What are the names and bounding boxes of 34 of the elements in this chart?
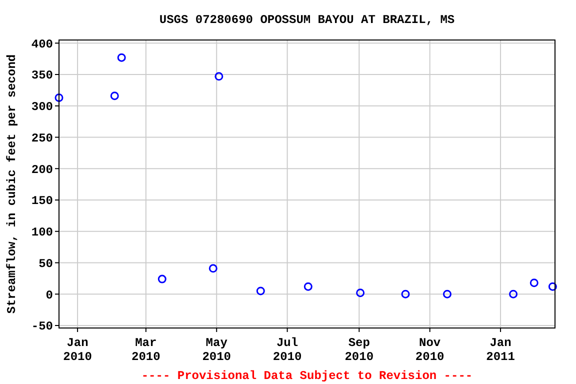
x-tick-label: Jan 2010	[63, 336, 92, 364]
x-tick-label: May 2010	[202, 336, 232, 364]
y-tick-label: 250	[31, 131, 53, 146]
point	[304, 282, 312, 291]
point	[356, 288, 365, 298]
y-axis-title: Streamflow, in cubic feet per second	[5, 54, 19, 314]
point	[401, 290, 410, 298]
chart-title: USGS 07280690 OPOSSUM BAYOU AT BRAZIL, MS	[159, 13, 455, 27]
point	[509, 290, 518, 298]
x-tick-label: Jan 2011	[486, 336, 515, 364]
y-tick-label: 350	[31, 68, 53, 83]
y-tick-label: 400	[31, 37, 53, 52]
x-tick-label: Sep 2010	[344, 336, 374, 364]
point	[54, 93, 64, 102]
y-tick-label: 100	[31, 226, 53, 240]
text: ---- Provisional Data Subject to Revision ----	[141, 369, 473, 383]
y-tick-label: 300	[31, 100, 53, 114]
point	[208, 264, 218, 273]
y-tick-label: 50	[38, 256, 53, 271]
y-tick-label: 200	[31, 162, 53, 177]
x-tick-label: Nov 2010	[415, 336, 444, 364]
point	[110, 92, 119, 100]
y-tick-label: 150	[31, 194, 53, 208]
point	[256, 286, 265, 296]
y-tick-label: -50	[31, 320, 53, 334]
x-tick-label: Mar 2010	[132, 336, 160, 364]
point	[117, 53, 126, 62]
point	[442, 290, 452, 298]
point	[530, 278, 538, 288]
x-tick-label: Jul 2010	[272, 336, 302, 364]
point	[214, 72, 224, 81]
point	[548, 282, 557, 291]
y-tick-label: 0	[46, 288, 53, 302]
point	[158, 274, 166, 284]
